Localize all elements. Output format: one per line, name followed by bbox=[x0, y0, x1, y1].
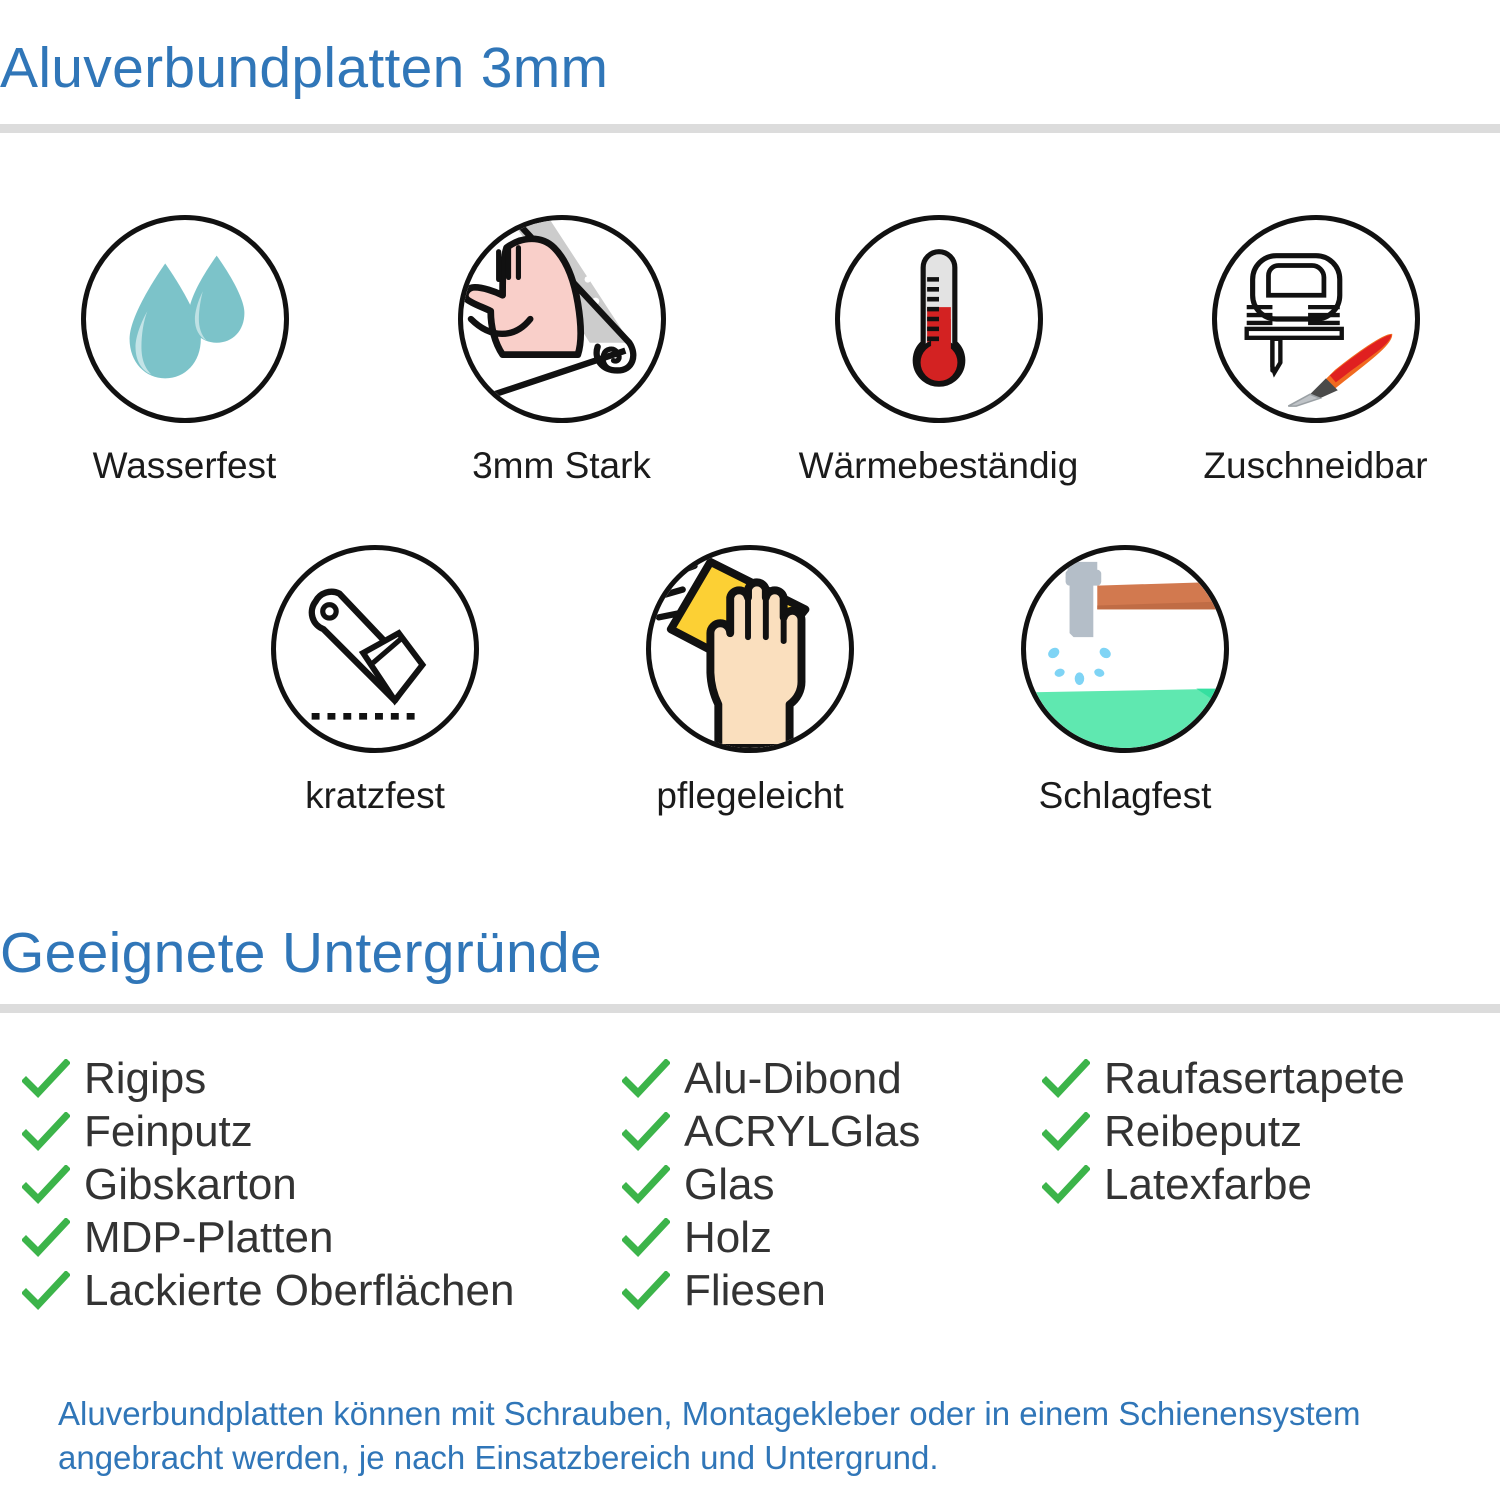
feature-waermebestaendig[interactable]: Wärmebeständig bbox=[799, 215, 1078, 487]
flexed-arm-icon bbox=[462, 220, 636, 402]
feature-label: pflegeleicht bbox=[656, 775, 844, 816]
list-item-label: Raufasertapete bbox=[1104, 1053, 1405, 1103]
check-icon bbox=[622, 1217, 670, 1257]
check-icon bbox=[622, 1058, 670, 1098]
list-item[interactable]: Gibskarton bbox=[22, 1158, 622, 1211]
check-icon bbox=[22, 1164, 70, 1204]
substrate-column-3: Raufasertapete Reibeputz Latexfarbe bbox=[1042, 1052, 1482, 1211]
thermometer-icon bbox=[912, 249, 965, 387]
check-icon bbox=[622, 1111, 670, 1151]
water-drops-icon bbox=[129, 255, 244, 379]
feature-icon-circle bbox=[457, 215, 666, 423]
list-item[interactable]: Fliesen bbox=[622, 1264, 1042, 1317]
check-icon bbox=[622, 1164, 670, 1204]
feature-schlagfest[interactable]: Schlagfest bbox=[995, 545, 1255, 817]
hammer-impact-icon bbox=[1026, 561, 1224, 748]
page-title: Aluverbundplatten 3mm bbox=[0, 36, 609, 100]
check-icon bbox=[22, 1217, 70, 1257]
feature-kratzfest[interactable]: kratzfest bbox=[245, 545, 505, 817]
list-item[interactable]: Feinputz bbox=[22, 1105, 622, 1158]
footer-note: Aluverbundplatten können mit Schrauben, … bbox=[58, 1395, 1361, 1477]
list-item-label: Glas bbox=[684, 1159, 775, 1209]
list-item-label: ACRYLGlas bbox=[684, 1106, 921, 1156]
substrates-heading: Geeignete Untergründe bbox=[0, 921, 603, 985]
check-icon bbox=[1042, 1164, 1090, 1204]
feature-row-top: Wasserfest bbox=[0, 215, 1500, 487]
feature-wasserfest[interactable]: Wasserfest bbox=[55, 215, 315, 487]
feature-label: Schlagfest bbox=[1038, 775, 1212, 816]
feature-icon-circle bbox=[1021, 545, 1229, 753]
list-item-label: Latexfarbe bbox=[1104, 1159, 1312, 1209]
feature-zuschneidbar[interactable]: Zuschneidbar bbox=[1186, 215, 1446, 487]
list-item-label: Lackierte Oberflächen bbox=[84, 1265, 515, 1315]
feature-label: Wärmebeständig bbox=[798, 445, 1079, 486]
check-icon bbox=[622, 1270, 670, 1310]
list-item-label: Rigips bbox=[84, 1053, 207, 1103]
list-item-label: Reibeputz bbox=[1104, 1106, 1303, 1156]
feature-icon-circle bbox=[271, 545, 479, 753]
check-icon bbox=[22, 1270, 70, 1310]
check-icon bbox=[1042, 1111, 1090, 1151]
hand-cloth-icon bbox=[651, 557, 810, 748]
check-icon bbox=[22, 1111, 70, 1151]
divider-top bbox=[0, 124, 1500, 133]
list-item[interactable]: Raufasertapete bbox=[1042, 1052, 1482, 1105]
feature-pflegeleicht[interactable]: pflegeleicht bbox=[620, 545, 880, 817]
feature-icon-circle bbox=[1211, 215, 1420, 423]
check-icon bbox=[22, 1058, 70, 1098]
list-item[interactable]: Reibeputz bbox=[1042, 1105, 1482, 1158]
list-item[interactable]: Holz bbox=[622, 1211, 1042, 1264]
list-item-label: Holz bbox=[684, 1212, 773, 1262]
list-item[interactable]: Rigips bbox=[22, 1052, 622, 1105]
list-item[interactable]: Latexfarbe bbox=[1042, 1158, 1482, 1211]
feature-row-bottom: kratzfest bbox=[0, 545, 1500, 817]
feature-label: Wasserfest bbox=[92, 445, 277, 486]
feature-icon-circle bbox=[834, 215, 1043, 423]
feature-3mm-stark[interactable]: 3mm Stark bbox=[432, 215, 692, 487]
list-item-label: Gibskarton bbox=[84, 1159, 297, 1209]
feature-label: Zuschneidbar bbox=[1203, 445, 1428, 486]
page-title-block: Aluverbundplatten 3mm bbox=[0, 40, 608, 97]
list-item[interactable]: Lackierte Oberflächen bbox=[22, 1264, 622, 1317]
list-item-label: MDP-Platten bbox=[84, 1212, 334, 1262]
check-icon bbox=[1042, 1058, 1090, 1098]
substrate-column-1: Rigips Feinputz Gibskarton MDP-Platten L… bbox=[22, 1052, 622, 1317]
jigsaw-cutter-icon bbox=[1244, 253, 1392, 407]
feature-icon-circle bbox=[80, 215, 289, 423]
feature-label: kratzfest bbox=[305, 775, 445, 816]
substrate-column-2: Alu-Dibond ACRYLGlas Glas Holz Fliesen bbox=[622, 1052, 1042, 1317]
feature-icon-circle bbox=[646, 545, 854, 753]
list-item-label: Feinputz bbox=[84, 1106, 253, 1156]
substrate-checklist: Rigips Feinputz Gibskarton MDP-Platten L… bbox=[22, 1052, 1482, 1317]
list-item[interactable]: MDP-Platten bbox=[22, 1211, 622, 1264]
list-item[interactable]: ACRYLGlas bbox=[622, 1105, 1042, 1158]
list-item[interactable]: Glas bbox=[622, 1158, 1042, 1211]
substrates-heading-block: Geeignete Untergründe bbox=[0, 925, 602, 982]
feature-label: 3mm Stark bbox=[472, 445, 651, 486]
knife-scratch-icon bbox=[308, 588, 427, 720]
list-item-label: Alu-Dibond bbox=[684, 1053, 902, 1103]
list-item-label: Fliesen bbox=[684, 1265, 826, 1315]
list-item[interactable]: Alu-Dibond bbox=[622, 1052, 1042, 1105]
divider-middle bbox=[0, 1004, 1500, 1013]
